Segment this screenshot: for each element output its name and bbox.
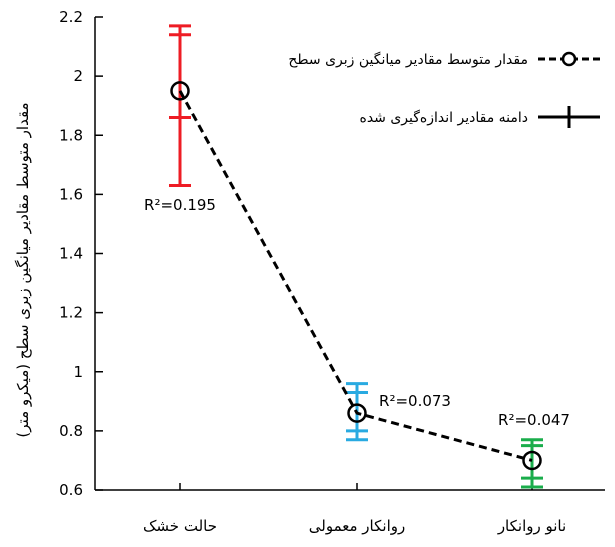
error-bar	[169, 24, 191, 188]
y-tick-label: 2	[73, 67, 83, 85]
data-point-marker	[347, 403, 367, 423]
legend-label-range: دامنه مقادیر اندازه‌گیری شده	[359, 109, 528, 126]
x-axis-categories: حالت خشک روانکار معمولی نانو روانکار	[143, 483, 566, 535]
legend-label-mean: مقدار متوسط مقادیر میانگین زبری سطح	[288, 51, 528, 68]
y-tick-label: 2.2	[59, 8, 83, 26]
legend-marker-circle	[561, 51, 577, 67]
y-tick-label: 1.6	[59, 185, 83, 203]
y-axis-title: مقدار متوسط مقادیر میانگین زبری سطح (میک…	[14, 102, 32, 437]
data-point-marker	[522, 450, 542, 471]
y-axis-ticks: 0.6 0.8 1 1.2 1.4 1.6 1.8 2 2.2	[59, 8, 103, 499]
y-tick-label: 0.8	[59, 422, 83, 440]
x-category-label: روانکار معمولی	[309, 517, 405, 535]
x-category-label: حالت خشک	[143, 517, 217, 535]
legend: مقدار متوسط مقادیر میانگین زبری سطح دامنه…	[288, 51, 600, 128]
y-tick-label: 1.8	[59, 126, 83, 144]
data-point-marker	[170, 81, 190, 101]
r2-label: R²=0.195	[144, 196, 216, 214]
error-bar	[521, 438, 543, 489]
y-tick-label: 1.4	[59, 245, 83, 263]
legend-entry-range: دامنه مقادیر اندازه‌گیری شده	[359, 106, 600, 128]
series-line-path	[178, 90, 533, 462]
error-bars	[169, 24, 543, 489]
x-category-label: نانو روانکار	[497, 517, 566, 535]
y-tick-label: 1.2	[59, 304, 83, 322]
r2-label: R²=0.073	[379, 392, 451, 410]
series-line	[170, 81, 542, 471]
y-tick-label: 0.6	[59, 481, 83, 499]
r2-annotations: R²=0.195 R²=0.073 R²=0.047	[144, 196, 570, 429]
y-tick-label: 1	[73, 363, 83, 381]
legend-entry-mean: مقدار متوسط مقادیر میانگین زبری سطح	[288, 51, 600, 68]
r2-label: R²=0.047	[498, 411, 570, 429]
